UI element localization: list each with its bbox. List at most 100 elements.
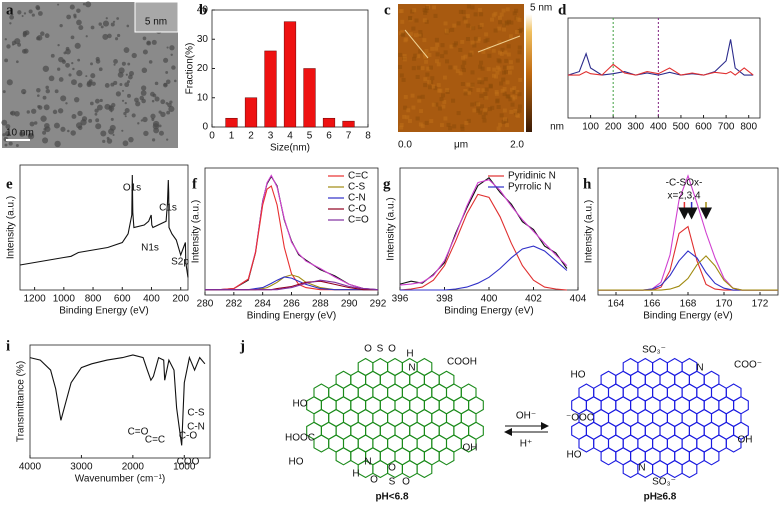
afm-noise — [412, 56, 417, 61]
afm-noise — [486, 67, 491, 72]
particle — [171, 65, 176, 70]
afm-noise — [468, 52, 473, 57]
afm-noise — [426, 66, 431, 71]
particle — [115, 91, 122, 97]
afm-noise — [449, 44, 454, 49]
afm-noise — [479, 22, 484, 27]
afm-noise — [483, 111, 488, 116]
afm-x-end: 2.0 — [510, 140, 524, 151]
afm-noise — [428, 65, 433, 70]
afm-noise — [402, 114, 407, 119]
afm-noise — [496, 58, 501, 63]
particle — [14, 38, 21, 45]
particle — [125, 73, 128, 76]
panel-letter: j — [239, 338, 245, 354]
panel-letter: f — [192, 176, 198, 192]
afm-noise — [476, 102, 481, 107]
particle — [85, 1, 92, 8]
afm-noise — [478, 110, 483, 115]
condition-label: pH<6.8 — [375, 492, 409, 503]
x-tick-label: 166 — [644, 299, 661, 310]
particle — [6, 44, 11, 49]
x-tick-label: 172 — [752, 299, 769, 310]
particle — [126, 80, 130, 84]
particle — [82, 2, 86, 6]
particle — [113, 59, 118, 64]
arrow-label: H⁺ — [520, 439, 533, 450]
x-axis-label: Binding Energy (eV) — [59, 306, 149, 317]
particle — [141, 67, 148, 74]
afm-noise — [442, 99, 447, 104]
afm-noise — [399, 122, 404, 127]
afm-noise — [441, 104, 446, 109]
particle — [123, 111, 127, 116]
afm-noise — [460, 81, 465, 86]
afm-noise — [424, 48, 429, 53]
afm-noise — [497, 26, 502, 31]
x-tick-label: 168 — [680, 299, 697, 310]
particle — [57, 108, 64, 114]
afm-noise — [439, 97, 444, 102]
panel-letter: i — [6, 338, 10, 354]
bar — [283, 21, 297, 128]
afm-noise — [498, 50, 503, 55]
y-tick-label: 10 — [197, 92, 209, 103]
particle — [35, 5, 40, 10]
afm-noise — [476, 37, 481, 42]
plot-frame — [19, 164, 189, 291]
bar — [342, 120, 355, 128]
x-tick-label: 280 — [197, 299, 214, 310]
particle — [102, 33, 109, 40]
afm-noise — [427, 79, 432, 84]
afm-noise — [481, 88, 486, 93]
particle — [95, 59, 101, 64]
afm-noise — [494, 74, 499, 79]
particle — [131, 113, 136, 118]
series-line — [598, 255, 778, 291]
afm-noise — [484, 87, 489, 92]
particle — [90, 101, 94, 106]
group-label: COO⁻ — [734, 360, 762, 371]
hexagon — [401, 459, 418, 479]
afm-noise — [515, 113, 520, 118]
particle — [28, 9, 33, 14]
y-tick-label: 20 — [197, 63, 209, 74]
particle — [71, 79, 77, 86]
series-line — [598, 225, 778, 291]
particle — [127, 93, 131, 98]
afm-noise — [407, 118, 412, 123]
afm-noise — [480, 80, 485, 85]
afm-noise — [487, 107, 492, 112]
particle — [116, 17, 120, 20]
particle — [141, 98, 146, 104]
afm-noise — [517, 17, 522, 22]
particle — [31, 13, 35, 17]
particle — [124, 102, 127, 105]
group-label: N — [638, 463, 645, 474]
particle — [123, 47, 130, 53]
afm-noise — [444, 28, 449, 33]
afm-noise — [445, 59, 450, 64]
afm-x-start: 0.0 — [398, 140, 412, 151]
arrow-label: OH⁻ — [516, 411, 536, 422]
particle — [142, 49, 148, 55]
particle — [9, 22, 12, 25]
afm-noise — [443, 21, 448, 26]
particle — [71, 61, 74, 65]
particle — [37, 94, 40, 97]
annotation: C1s — [159, 203, 177, 214]
afm-noise — [509, 109, 514, 114]
afm-noise — [424, 120, 429, 125]
particle — [110, 82, 115, 87]
afm-noise — [476, 106, 481, 111]
afm-noise — [482, 118, 487, 123]
x-tick-label: 200 — [172, 294, 189, 305]
particle — [126, 24, 130, 28]
particle — [174, 79, 177, 83]
afm-noise — [423, 10, 428, 15]
afm-noise — [399, 9, 404, 14]
x-tick-label: 600 — [114, 294, 131, 305]
particle — [100, 130, 107, 137]
group-label: H — [352, 469, 359, 480]
particle — [70, 35, 75, 40]
